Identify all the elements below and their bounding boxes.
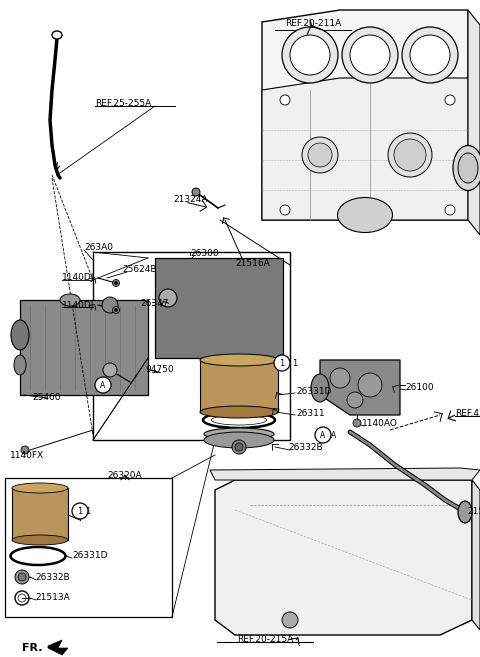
Circle shape	[350, 35, 390, 75]
Text: 26100: 26100	[405, 384, 433, 392]
Text: 26332B: 26332B	[288, 443, 323, 453]
Text: 263A0: 263A0	[84, 244, 113, 252]
Text: REF.25-255A: REF.25-255A	[95, 99, 151, 108]
Circle shape	[308, 143, 332, 167]
Polygon shape	[472, 480, 480, 630]
Ellipse shape	[458, 501, 472, 523]
Text: 26320A: 26320A	[108, 472, 142, 480]
Text: 1140AO: 1140AO	[362, 420, 398, 428]
Ellipse shape	[458, 153, 478, 183]
Text: 25460: 25460	[32, 394, 60, 403]
Text: 21516A: 21516A	[235, 258, 270, 267]
Ellipse shape	[11, 320, 29, 350]
Text: 21324A: 21324A	[173, 196, 207, 204]
Text: 1140DJ: 1140DJ	[62, 273, 95, 283]
Circle shape	[103, 363, 117, 377]
Circle shape	[115, 281, 118, 284]
Text: 1140FX: 1140FX	[10, 451, 44, 459]
Circle shape	[15, 570, 29, 584]
Circle shape	[18, 573, 26, 581]
Ellipse shape	[337, 198, 393, 233]
Polygon shape	[48, 640, 68, 655]
Bar	[93, 252, 290, 440]
Text: 26331D: 26331D	[72, 551, 108, 560]
Circle shape	[21, 446, 29, 454]
Text: 1: 1	[77, 507, 83, 516]
Circle shape	[112, 307, 120, 313]
Polygon shape	[262, 10, 468, 220]
Circle shape	[402, 27, 458, 83]
Text: REF.20-215A: REF.20-215A	[237, 635, 293, 645]
Circle shape	[358, 373, 382, 397]
Text: 21513A: 21513A	[467, 507, 480, 516]
Text: 1: 1	[279, 359, 285, 367]
Text: REF.43-452: REF.43-452	[455, 409, 480, 417]
Circle shape	[232, 440, 246, 454]
Circle shape	[330, 368, 350, 388]
Circle shape	[302, 137, 338, 173]
Circle shape	[280, 95, 290, 105]
Text: REF.20-211A: REF.20-211A	[285, 19, 341, 28]
Ellipse shape	[60, 294, 80, 306]
Circle shape	[290, 35, 330, 75]
Text: 26331D: 26331D	[296, 388, 332, 397]
Polygon shape	[210, 468, 480, 480]
Text: 26347: 26347	[140, 298, 168, 307]
Text: 21513A: 21513A	[35, 593, 70, 602]
Bar	[20, 300, 148, 395]
Text: 1: 1	[292, 359, 297, 369]
Circle shape	[353, 419, 361, 427]
Text: 1: 1	[85, 507, 90, 516]
Polygon shape	[468, 10, 480, 235]
Ellipse shape	[52, 31, 62, 39]
Text: A: A	[100, 380, 106, 390]
Circle shape	[102, 297, 118, 313]
Circle shape	[95, 377, 111, 393]
Circle shape	[112, 279, 120, 286]
Polygon shape	[262, 78, 468, 220]
Polygon shape	[320, 360, 400, 415]
Text: A: A	[331, 430, 336, 440]
Circle shape	[410, 35, 450, 75]
Circle shape	[235, 443, 243, 451]
Circle shape	[282, 27, 338, 83]
Circle shape	[394, 139, 426, 171]
Ellipse shape	[12, 483, 68, 493]
Circle shape	[159, 289, 177, 307]
Circle shape	[315, 427, 331, 443]
Circle shape	[342, 27, 398, 83]
Circle shape	[347, 392, 363, 408]
Ellipse shape	[12, 535, 68, 545]
Bar	[200, 360, 278, 412]
Bar	[5, 478, 172, 617]
Text: 94750: 94750	[145, 365, 174, 374]
Bar	[12, 488, 68, 540]
Ellipse shape	[204, 432, 274, 448]
Circle shape	[274, 355, 290, 371]
Circle shape	[388, 133, 432, 177]
Ellipse shape	[14, 355, 26, 375]
Text: 26300: 26300	[190, 248, 218, 258]
Text: 1140DJ: 1140DJ	[62, 300, 95, 309]
Text: 26311: 26311	[296, 409, 324, 417]
Ellipse shape	[204, 428, 274, 440]
Ellipse shape	[200, 354, 278, 366]
Polygon shape	[215, 480, 472, 635]
Text: A: A	[320, 430, 325, 440]
Circle shape	[192, 188, 200, 196]
Circle shape	[280, 205, 290, 215]
Text: 26332B: 26332B	[35, 574, 70, 583]
Ellipse shape	[453, 145, 480, 191]
Circle shape	[445, 95, 455, 105]
Ellipse shape	[200, 406, 278, 418]
Circle shape	[72, 503, 88, 519]
Circle shape	[445, 205, 455, 215]
Circle shape	[115, 309, 118, 311]
Ellipse shape	[311, 374, 329, 402]
Text: FR.: FR.	[22, 643, 43, 653]
Circle shape	[282, 612, 298, 628]
Text: 25624B: 25624B	[122, 265, 156, 275]
Bar	[155, 258, 283, 358]
